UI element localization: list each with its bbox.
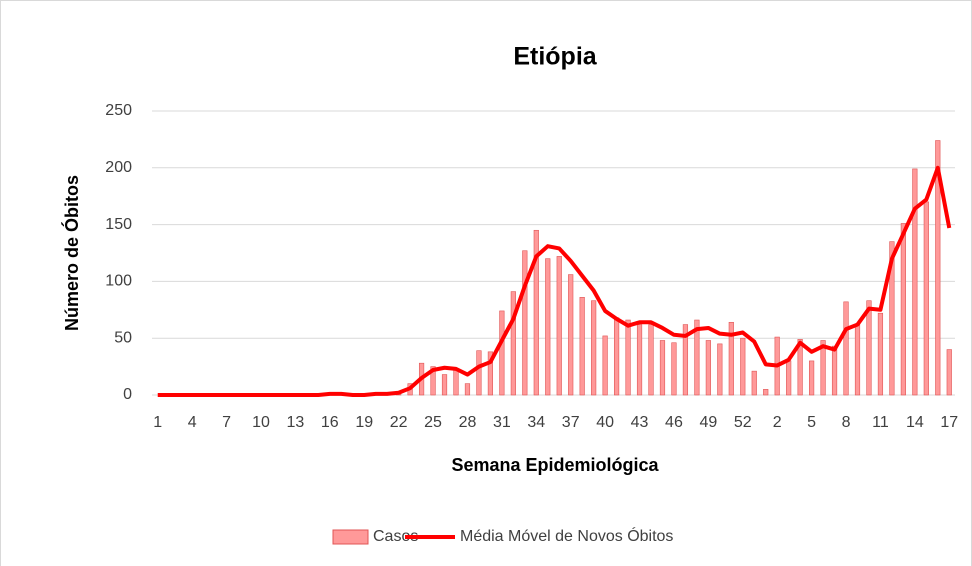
bar	[717, 343, 723, 396]
x-tick-label: 37	[562, 414, 580, 431]
x-tick-label: 49	[699, 414, 717, 431]
x-tick-label: 16	[321, 414, 339, 431]
bar	[579, 297, 585, 396]
bar	[648, 324, 654, 396]
bar	[740, 337, 746, 396]
bar	[476, 350, 482, 396]
bar	[694, 319, 700, 396]
y-tick-label: 100	[105, 273, 132, 290]
x-tick-label: 19	[355, 414, 373, 431]
bar	[935, 140, 941, 396]
x-tick-label: 22	[390, 414, 408, 431]
bar	[556, 256, 562, 396]
x-tick-label: 31	[493, 414, 511, 431]
bar	[636, 324, 643, 396]
x-axis-label: Semana Epidemiológica	[451, 455, 659, 475]
bar	[464, 383, 471, 396]
bar	[568, 274, 574, 396]
bar	[510, 291, 516, 396]
bar	[625, 319, 631, 396]
bar	[923, 201, 929, 396]
bar	[545, 258, 551, 396]
bar	[786, 360, 792, 396]
bar	[533, 229, 539, 396]
y-tick-label: 150	[105, 216, 132, 233]
bar	[889, 241, 895, 396]
x-tick-label: 10	[252, 414, 270, 431]
y-axis-label: Número de Óbitos	[61, 175, 82, 331]
x-tick-label: 14	[906, 414, 924, 431]
line	[157, 165, 952, 397]
bar	[854, 324, 861, 396]
x-tick-label: 40	[596, 414, 614, 431]
bar	[441, 374, 448, 396]
bar	[613, 317, 620, 396]
y-tick-label: 200	[105, 159, 132, 176]
x-tick-label: 43	[631, 414, 649, 431]
bar	[659, 340, 666, 396]
bar	[877, 312, 884, 396]
x-tick-label: 34	[527, 414, 545, 431]
x-tick-label: 1	[153, 414, 162, 431]
x-tick-label: 46	[665, 414, 683, 431]
bar	[912, 168, 918, 396]
bar	[487, 351, 494, 396]
chart-title: Etiópia	[513, 43, 597, 71]
x-tick-label: 17	[940, 414, 958, 431]
y-tick-label: 50	[114, 329, 132, 346]
x-tick-label: 7	[222, 414, 231, 431]
legend-label: Casos	[373, 528, 418, 545]
bar	[705, 340, 711, 396]
bar	[499, 310, 505, 396]
x-tick-label: 11	[872, 414, 889, 431]
y-tick-label: 250	[105, 102, 132, 119]
x-tick-label: 13	[286, 414, 304, 431]
bar	[453, 369, 459, 396]
bar	[522, 250, 528, 396]
y-tick-label: 0	[123, 386, 132, 403]
bar	[820, 340, 826, 396]
bar	[843, 301, 849, 396]
x-tick-label: 8	[842, 414, 851, 431]
x-tick-label: 4	[188, 414, 197, 431]
x-tick-label: 25	[424, 414, 442, 431]
bar	[809, 360, 815, 396]
bar	[728, 321, 734, 396]
bar	[763, 389, 769, 396]
x-tick-label: 28	[459, 414, 477, 431]
bar	[900, 223, 906, 396]
legend-swatch	[332, 529, 369, 545]
bar	[602, 335, 608, 396]
x-tick-label: 2	[773, 414, 782, 431]
bar	[946, 349, 952, 396]
bar	[682, 324, 689, 396]
x-tick-label: 52	[734, 414, 752, 431]
bar	[430, 366, 436, 396]
bar	[671, 342, 677, 396]
legend-label: Média Móvel de Novos Óbitos	[460, 526, 673, 545]
bar	[831, 345, 838, 396]
bar	[591, 300, 597, 396]
bar	[797, 339, 803, 396]
x-tick-label: 5	[807, 414, 816, 431]
bar	[751, 370, 757, 396]
bar	[866, 300, 872, 396]
